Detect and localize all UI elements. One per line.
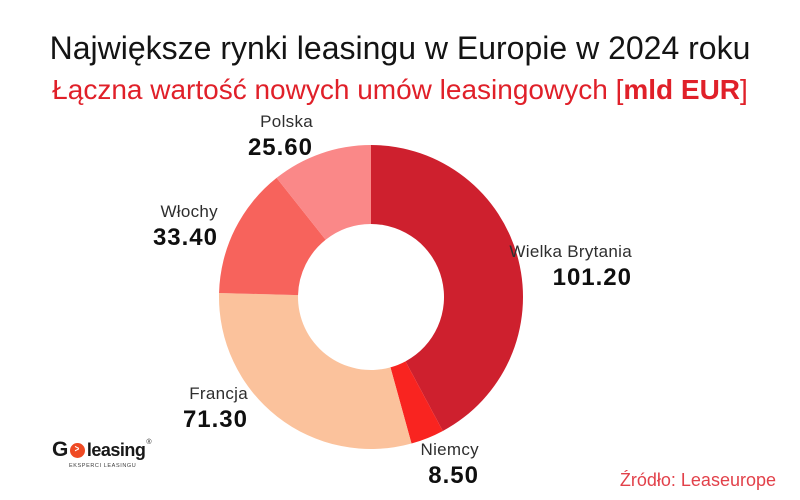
slice-label-francja: Francja 71.30 bbox=[183, 383, 248, 433]
subtitle-emphasis: mld EUR bbox=[623, 74, 741, 105]
slice-label-niemcy: Niemcy 8.50 bbox=[421, 439, 479, 489]
logo-tagline: EKSPERCI LEASINGU bbox=[69, 463, 137, 469]
donut-slice-wielka-brytania bbox=[371, 145, 524, 431]
slice-name: Włochy bbox=[160, 202, 218, 221]
donut-slice-wlochy bbox=[219, 177, 326, 296]
donut-slice-niemcy bbox=[390, 361, 443, 444]
slice-name: Polska bbox=[260, 112, 313, 131]
donut-slice-francja bbox=[218, 293, 412, 450]
slice-label-polska: Polska 25.60 bbox=[248, 111, 313, 161]
logo-word-leasing: leasing bbox=[86, 439, 146, 460]
slice-value: 33.40 bbox=[152, 224, 218, 251]
logo-circle-icon: > bbox=[69, 442, 85, 458]
slice-label-wielka-brytania: Wielka Brytania 101.20 bbox=[509, 241, 632, 291]
source-note: Źródło: Leaseurope bbox=[619, 470, 776, 490]
slice-value: 101.20 bbox=[552, 264, 632, 291]
page-title: Największe rynki leasingu w Europie w 20… bbox=[49, 30, 751, 66]
slice-name: Niemcy bbox=[420, 440, 479, 459]
logo-wordmark: G > leasing ® bbox=[52, 438, 152, 462]
chevron-right-icon: > bbox=[75, 444, 80, 455]
logo-letter-g: G bbox=[52, 438, 68, 461]
registered-trademark-icon: ® bbox=[146, 439, 152, 446]
subtitle-bracket-close: ] bbox=[740, 74, 748, 105]
donut-slice-polska bbox=[276, 145, 371, 240]
page-subtitle: Łączna wartość nowych umów leasingowych … bbox=[0, 73, 800, 107]
slice-value: 25.60 bbox=[247, 134, 313, 161]
slice-value: 8.50 bbox=[428, 462, 479, 489]
slice-name: Francja bbox=[189, 384, 248, 403]
go-leasing-logo: G > leasing ® EKSPERCI LEASINGU bbox=[52, 438, 152, 469]
slice-value: 71.30 bbox=[182, 406, 248, 433]
subtitle-bracket-open: [ bbox=[615, 74, 624, 105]
slice-label-wlochy: Włochy 33.40 bbox=[153, 201, 218, 251]
slice-name: Wielka Brytania bbox=[509, 242, 632, 261]
subtitle-text: Łączna wartość nowych umów leasingowych bbox=[52, 74, 616, 105]
